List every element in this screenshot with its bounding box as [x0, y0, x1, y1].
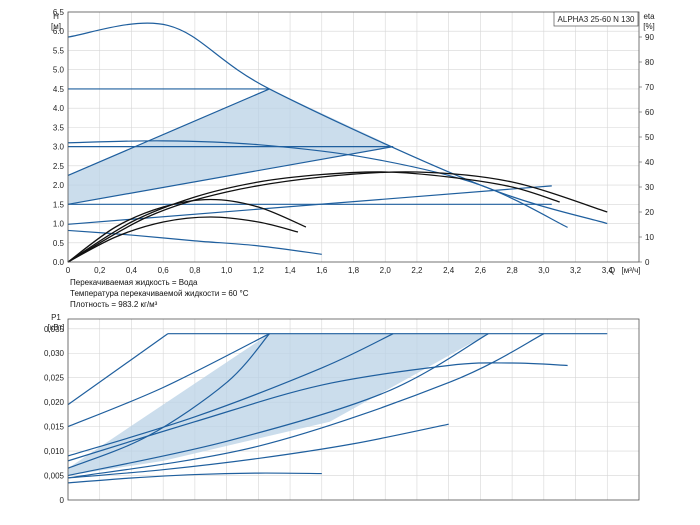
power-chart-frame — [67, 318, 640, 501]
head-axis-label: H — [53, 12, 59, 21]
eta-axis-unit: [%] — [643, 22, 655, 31]
eta-tick-label: 10 — [645, 233, 654, 242]
power-chart-series — [67, 333, 608, 484]
flow-axis-unit: [м³/ч] — [622, 266, 641, 275]
flow-axis-label: Q — [609, 266, 615, 275]
x-tick-label: 2,0 — [380, 266, 392, 275]
power-curve — [67, 333, 394, 457]
efficiency-curve — [67, 171, 560, 263]
eta-tick-label: 70 — [645, 83, 654, 92]
power-tick-label: 0,035 — [44, 325, 65, 334]
eta-axis-label: eta — [643, 12, 655, 21]
head-tick-label: 6.5 — [53, 8, 65, 17]
x-tick-label: 0,8 — [189, 266, 201, 275]
fluid-info-line-2: Температура перекачиваемой жидкости = 60… — [70, 289, 249, 298]
x-tick-label: 2,8 — [507, 266, 519, 275]
head-prop-line — [67, 185, 552, 225]
power-curve — [67, 333, 270, 428]
x-tick-label: 3,0 — [538, 266, 550, 275]
eta-tick-label: 30 — [645, 183, 654, 192]
x-tick-label: 0,2 — [94, 266, 106, 275]
eta-tick-label: 0 — [645, 258, 650, 267]
x-tick-label: 2,4 — [443, 266, 455, 275]
power-tick-label: 0,025 — [44, 374, 65, 383]
eta-tick-label: 20 — [645, 208, 654, 217]
x-tick-label: 3,4 — [602, 266, 614, 275]
x-tick-label: 1,0 — [221, 266, 233, 275]
power-tick-label: 0,005 — [44, 472, 65, 481]
head-max-curve — [67, 22, 608, 225]
head-prop-line — [67, 88, 270, 177]
power-tick-label: 0 — [60, 496, 65, 505]
head-tick-label: 0.0 — [53, 258, 65, 267]
head-tick-label: 4.5 — [53, 85, 65, 94]
eta-tick-label: 50 — [645, 133, 654, 142]
power-chart-ticks: 0 0,005 0,010 0,015 0,020 0,025 0,030 0,035 — [44, 325, 65, 505]
x-tick-label: 0,4 — [126, 266, 138, 275]
eta-tick-label: 80 — [645, 58, 654, 67]
power-curve — [67, 333, 169, 406]
head-chart-series — [67, 22, 608, 263]
eta-tick-label: 40 — [645, 158, 654, 167]
x-tick-label: 3,2 — [570, 266, 582, 275]
head-tick-label: 2.0 — [53, 181, 65, 190]
power-tick-label: 0,015 — [44, 423, 65, 432]
fluid-info-line-3: Плотность = 983.2 кг/м³ — [70, 300, 158, 309]
x-tick-label: 0,6 — [158, 266, 170, 275]
head-curve — [67, 140, 568, 228]
x-tick-label: 0 — [66, 266, 71, 275]
head-tick-label: 2.5 — [53, 162, 65, 171]
power-tick-label: 0,030 — [44, 349, 65, 358]
head-tick-label: 1.5 — [53, 200, 65, 209]
model-title: ALPHA3 25-60 N 130 — [558, 15, 635, 24]
efficiency-curve — [67, 216, 299, 263]
efficiency-curve — [67, 171, 608, 263]
x-tick-label: 1,4 — [284, 266, 296, 275]
eta-tick-label: 90 — [645, 33, 654, 42]
power-axis-label: P1 — [51, 313, 61, 322]
head-axis-unit: [м] — [51, 22, 61, 31]
power-curve — [67, 362, 568, 462]
head-tick-label: 0.5 — [53, 239, 65, 248]
power-tick-label: 0,010 — [44, 447, 65, 456]
x-tick-label: 1,2 — [253, 266, 265, 275]
x-tick-label: 1,6 — [316, 266, 328, 275]
head-tick-label: 3.5 — [53, 123, 65, 132]
head-prop-line — [67, 146, 394, 205]
power-tick-label: 0,020 — [44, 398, 65, 407]
x-tick-label: 2,6 — [475, 266, 487, 275]
eta-tick-label: 60 — [645, 108, 654, 117]
x-tick-label: 2,2 — [411, 266, 423, 275]
head-tick-label: 6.0 — [53, 27, 65, 36]
power-curve — [67, 333, 545, 479]
model-title-box — [553, 11, 639, 27]
head-chart-ticks: 0 0,2 0,4 0,6 0,8 1,0 1,2 1,4 1,6 1,8 2,0 2,2 2,4 2,6… — [53, 8, 655, 275]
head-tick-label: 5.5 — [53, 46, 65, 55]
power-curve — [67, 333, 270, 469]
power-curve — [67, 333, 489, 477]
fluid-info-line-1: Перекачиваемая жидкость = Вода — [70, 278, 198, 287]
power-chart-shaded-area — [68, 333, 489, 476]
power-axis-unit: [кВт] — [48, 323, 65, 332]
head-tick-label: 1.0 — [53, 220, 65, 229]
power-control-region — [68, 333, 489, 476]
power-curve — [67, 472, 322, 484]
head-tick-label: 4.0 — [53, 104, 65, 113]
head-tick-label: 5.0 — [53, 66, 65, 75]
power-curve — [67, 423, 449, 479]
efficiency-curve — [67, 198, 307, 263]
x-tick-label: 1,8 — [348, 266, 360, 275]
head-tick-label: 3.0 — [53, 143, 65, 152]
